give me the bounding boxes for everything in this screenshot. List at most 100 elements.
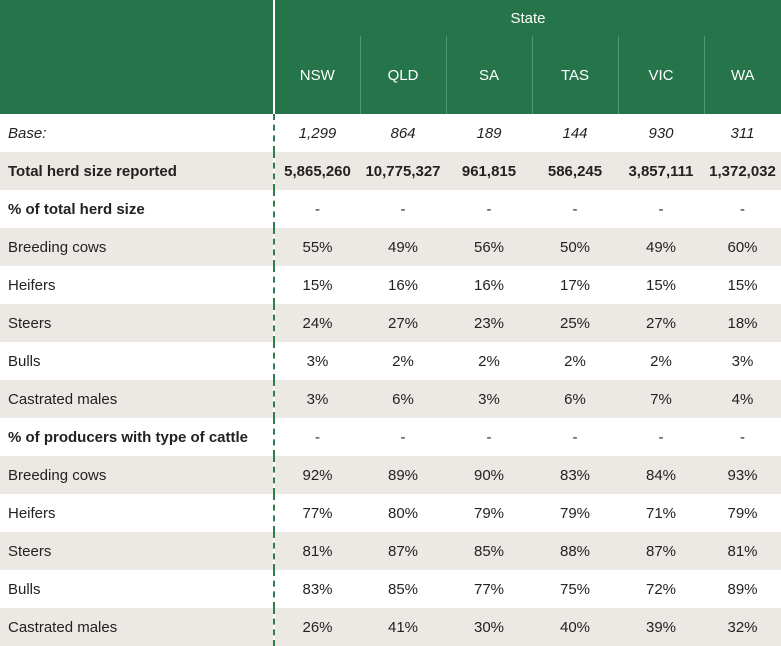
cell-value: - (400, 200, 406, 218)
table-row: Bulls 83% 85% 77% 75% 72% 89% (0, 570, 781, 608)
cell-value: 32% (704, 608, 781, 646)
cell-value: 83% (532, 456, 618, 494)
cell-value: 10,775,327 (360, 152, 446, 190)
cell-value: 87% (618, 532, 704, 570)
header-row-states: NSW QLD SA TAS VIC WA (0, 36, 781, 114)
cell-value: 16% (473, 276, 505, 294)
cell-value: - (740, 428, 746, 446)
row-label: Bulls (0, 570, 275, 608)
cell-value: 90% (446, 456, 532, 494)
column-header-wa: WA (703, 36, 781, 114)
cell-value: 16% (387, 276, 419, 294)
cell-value: 55% (274, 228, 360, 266)
cell-value: 5,865,260 (274, 152, 360, 190)
cell-value: 2% (478, 352, 500, 370)
column-header-nsw: NSW (274, 36, 360, 114)
cell-value: - (315, 200, 320, 218)
row-label: Breeding cows (0, 456, 275, 494)
table-row-total-herd: Total herd size reported 5,865,260 10,77… (0, 152, 781, 190)
cell-value: - (658, 200, 664, 218)
cell-value: 81% (274, 532, 360, 570)
cell-value: 27% (360, 304, 446, 342)
cell-value: 60% (704, 228, 781, 266)
cell-value: 18% (704, 304, 781, 342)
table-row: Heifers 77% 80% 79% 79% 71% 79% (0, 494, 781, 532)
column-header-tas: TAS (531, 36, 618, 114)
cell-value: 144 (562, 124, 588, 142)
cell-value: 3% (446, 380, 532, 418)
cell-value: 93% (704, 456, 781, 494)
row-label: Heifers (0, 494, 275, 532)
cell-value: 1,299 (298, 124, 337, 142)
cell-value: 85% (446, 532, 532, 570)
cell-value: 3% (731, 352, 754, 370)
cell-value: 79% (727, 504, 758, 522)
cell-value: 961,815 (446, 152, 532, 190)
cell-value: 30% (446, 608, 532, 646)
state-group-header: State (274, 0, 781, 36)
cell-value: 15% (645, 276, 677, 294)
cell-value: 2% (564, 352, 586, 370)
row-label: Heifers (0, 266, 275, 304)
cell-value: 77% (473, 580, 505, 598)
table-row: Bulls 3% 2% 2% 2% 2% 3% (0, 342, 781, 380)
cell-value: 49% (360, 228, 446, 266)
cell-value: 6% (360, 380, 446, 418)
row-label: Base: (0, 114, 275, 152)
section-label: % of total herd size (0, 190, 275, 228)
cell-value: 80% (387, 504, 419, 522)
cell-value: 40% (532, 608, 618, 646)
cell-value: 864 (390, 124, 416, 142)
table-body: Base: 1,299 864 189 144 930 311 Total he… (0, 114, 781, 646)
cell-value: 89% (727, 580, 758, 598)
cell-value: 79% (473, 504, 505, 522)
cell-value: 88% (532, 532, 618, 570)
cell-value: 23% (446, 304, 532, 342)
cell-value: - (740, 200, 746, 218)
cell-value: - (486, 428, 492, 446)
cell-value: 71% (645, 504, 677, 522)
table-row-section-herd-size: % of total herd size - - - - - - (0, 190, 781, 228)
cell-value: 3% (306, 352, 329, 370)
column-header-qld: QLD (359, 36, 446, 114)
section-label: % of producers with type of cattle (0, 418, 275, 456)
table-row: Steers 24% 27% 23% 25% 27% 18% (0, 304, 781, 342)
cell-value: 84% (618, 456, 704, 494)
table-row: Breeding cows 92% 89% 90% 83% 84% 93% (0, 456, 781, 494)
cell-value: 7% (618, 380, 704, 418)
cell-value: 3% (274, 380, 360, 418)
row-label: Total herd size reported (0, 152, 275, 190)
cell-value: - (400, 428, 406, 446)
header-corner-cell (0, 36, 275, 114)
cell-value: 2% (392, 352, 414, 370)
cell-value: 72% (645, 580, 677, 598)
cell-value: - (572, 200, 578, 218)
cell-value: 6% (532, 380, 618, 418)
cell-value: 39% (618, 608, 704, 646)
cell-value: 586,245 (532, 152, 618, 190)
cell-value: 311 (730, 124, 755, 142)
cell-value: 92% (274, 456, 360, 494)
cell-value: 41% (360, 608, 446, 646)
cell-value: 15% (302, 276, 333, 294)
cell-value: - (486, 200, 492, 218)
cell-value: 85% (387, 580, 419, 598)
row-label: Castrated males (0, 608, 275, 646)
cell-value: - (572, 428, 578, 446)
cell-value: 77% (302, 504, 333, 522)
column-header-vic: VIC (617, 36, 704, 114)
cell-value: 4% (704, 380, 781, 418)
table-row: Castrated males 3% 6% 3% 6% 7% 4% (0, 380, 781, 418)
column-header-sa: SA (445, 36, 532, 114)
cell-value: 25% (532, 304, 618, 342)
table-row-base: Base: 1,299 864 189 144 930 311 (0, 114, 781, 152)
cell-value: 930 (648, 124, 674, 142)
cell-value: 24% (274, 304, 360, 342)
cell-value: 27% (618, 304, 704, 342)
row-label: Breeding cows (0, 228, 275, 266)
cell-value: - (315, 428, 320, 446)
table-row: Castrated males 26% 41% 30% 40% 39% 32% (0, 608, 781, 646)
table-row: Breeding cows 55% 49% 56% 50% 49% 60% (0, 228, 781, 266)
cell-value: 83% (302, 580, 333, 598)
header-row-group: State (0, 0, 781, 36)
